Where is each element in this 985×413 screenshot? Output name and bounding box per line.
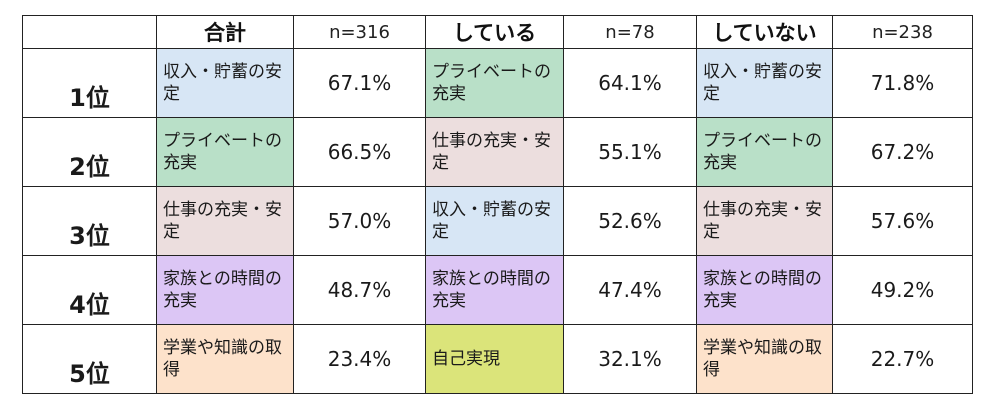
- rank-row-1: 1位 収入・貯蓄の安定 67.1% プライベートの充実 64.1% 収入・貯蓄の…: [22, 48, 973, 118]
- doing-item-text: 自己実現: [432, 349, 500, 369]
- doing-item-text: 仕事の充実・安定: [432, 131, 551, 173]
- header-total-label: 合計: [156, 15, 294, 49]
- total-item-text: 家族との時間の充実: [163, 269, 282, 311]
- header-row: 合計 n=316 している n=78 していない n=238: [22, 15, 973, 49]
- ranking-table: 合計 n=316 している n=78 していない n=238 1位 収入・貯蓄の…: [22, 15, 973, 394]
- total-pct: 48.7%: [293, 255, 426, 325]
- rank-label: 4位: [22, 255, 157, 325]
- total-pct: 66.5%: [293, 117, 426, 187]
- not-doing-item-cell: 家族との時間の充実: [696, 255, 833, 325]
- doing-item-text: 収入・貯蓄の安定: [432, 200, 551, 242]
- total-item-text: 学業や知識の取得: [163, 338, 282, 380]
- header-blank-cell: [22, 15, 157, 49]
- rank-label: 2位: [22, 117, 157, 187]
- rank-row-4: 4位 家族との時間の充実 48.7% 家族との時間の充実 47.4% 家族との時…: [22, 255, 973, 325]
- not-doing-item-cell: 収入・貯蓄の安定: [696, 48, 833, 118]
- total-item-cell: プライベートの充実: [156, 117, 294, 187]
- doing-pct: 32.1%: [563, 324, 697, 394]
- rank-row-2: 2位 プライベートの充実 66.5% 仕事の充実・安定 55.1% プライベート…: [22, 117, 973, 187]
- total-item-cell: 収入・貯蓄の安定: [156, 48, 294, 118]
- not-doing-item-cell: 仕事の充実・安定: [696, 186, 833, 256]
- header-doing-label: している: [425, 15, 564, 49]
- doing-item-cell: プライベートの充実: [425, 48, 564, 118]
- doing-item-cell: 仕事の充実・安定: [425, 117, 564, 187]
- not-doing-item-text: 家族との時間の充実: [703, 269, 822, 311]
- rank-row-5: 5位 学業や知識の取得 23.4% 自己実現 32.1% 学業や知識の取得 22…: [22, 324, 973, 394]
- rank-label: 1位: [22, 48, 157, 118]
- total-pct: 57.0%: [293, 186, 426, 256]
- total-item-text: プライベートの充実: [163, 131, 282, 173]
- rank-label: 3位: [22, 186, 157, 256]
- total-item-cell: 家族との時間の充実: [156, 255, 294, 325]
- not-doing-pct: 67.2%: [832, 117, 973, 187]
- doing-pct: 47.4%: [563, 255, 697, 325]
- total-item-text: 仕事の充実・安定: [163, 200, 282, 242]
- doing-pct: 52.6%: [563, 186, 697, 256]
- total-pct: 67.1%: [293, 48, 426, 118]
- rank-label: 5位: [22, 324, 157, 394]
- doing-item-text: 家族との時間の充実: [432, 269, 551, 311]
- doing-item-text: プライベートの充実: [432, 62, 551, 104]
- doing-item-cell: 収入・貯蓄の安定: [425, 186, 564, 256]
- total-item-cell: 仕事の充実・安定: [156, 186, 294, 256]
- doing-pct: 64.1%: [563, 48, 697, 118]
- rank-row-3: 3位 仕事の充実・安定 57.0% 収入・貯蓄の安定 52.6% 仕事の充実・安…: [22, 186, 973, 256]
- total-item-text: 収入・貯蓄の安定: [163, 62, 282, 104]
- header-not-doing-n: n=238: [832, 15, 973, 49]
- doing-pct: 55.1%: [563, 117, 697, 187]
- not-doing-pct: 71.8%: [832, 48, 973, 118]
- not-doing-pct: 57.6%: [832, 186, 973, 256]
- not-doing-item-text: 収入・貯蓄の安定: [703, 62, 822, 104]
- total-item-cell: 学業や知識の取得: [156, 324, 294, 394]
- not-doing-item-text: プライベートの充実: [703, 131, 822, 173]
- not-doing-pct: 22.7%: [832, 324, 973, 394]
- total-pct: 23.4%: [293, 324, 426, 394]
- doing-item-cell: 家族との時間の充実: [425, 255, 564, 325]
- doing-item-cell: 自己実現: [425, 324, 564, 394]
- not-doing-item-text: 学業や知識の取得: [703, 338, 822, 380]
- header-not-doing-label: していない: [696, 15, 833, 49]
- not-doing-item-text: 仕事の充実・安定: [703, 200, 822, 242]
- not-doing-pct: 49.2%: [832, 255, 973, 325]
- not-doing-item-cell: 学業や知識の取得: [696, 324, 833, 394]
- not-doing-item-cell: プライベートの充実: [696, 117, 833, 187]
- header-doing-n: n=78: [563, 15, 697, 49]
- header-total-n: n=316: [293, 15, 426, 49]
